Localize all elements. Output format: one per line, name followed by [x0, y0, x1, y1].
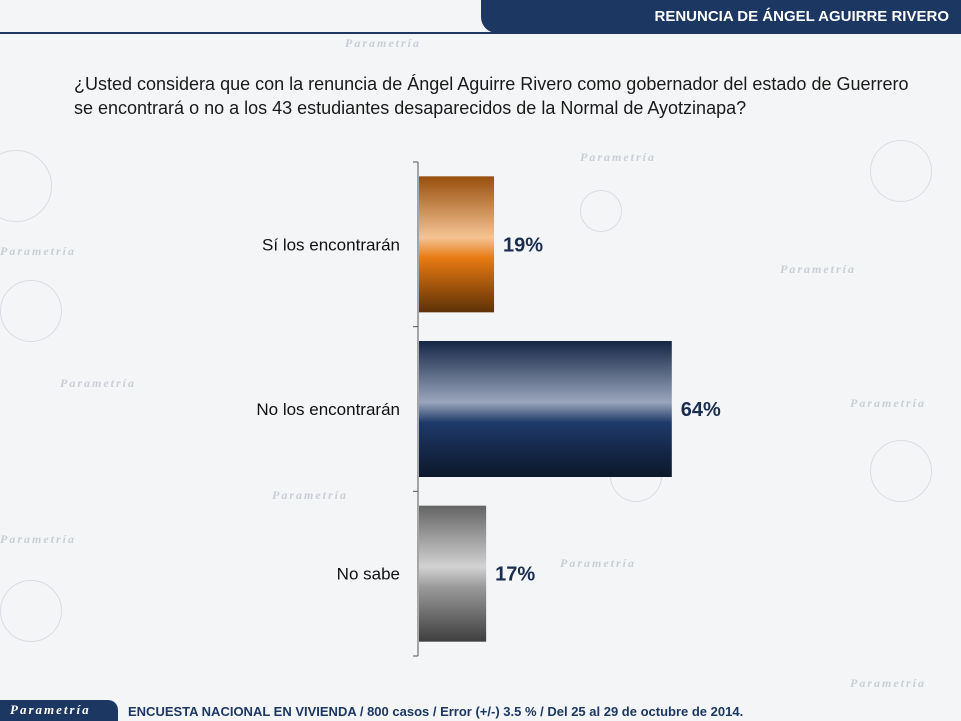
- slide-title: RENUNCIA DE ÁNGEL AGUIRRE RIVERO: [654, 8, 949, 25]
- bar: [419, 176, 495, 313]
- watermark-circle: [870, 140, 932, 202]
- value-label: 19%: [503, 234, 543, 256]
- value-label: 17%: [495, 564, 535, 586]
- category-label: No sabe: [337, 565, 400, 584]
- logo-text: Parametría: [10, 702, 91, 717]
- watermark-circle: [870, 440, 932, 502]
- header-bar: RENUNCIA DE ÁNGEL AGUIRRE RIVERO: [481, 0, 961, 33]
- watermark: Parametría: [580, 150, 656, 164]
- bar: [419, 505, 487, 642]
- header-divider: [0, 32, 961, 34]
- watermark: Parametría: [345, 36, 421, 50]
- watermark: Parametría: [850, 676, 926, 690]
- watermark-circle: [0, 580, 62, 642]
- survey-question: ¿Usted considera que con la renuncia de …: [74, 74, 909, 118]
- category-label: No los encontrarán: [256, 400, 400, 419]
- survey-note: ENCUESTA NACIONAL EN VIVIENDA / 800 caso…: [128, 704, 744, 719]
- watermark-circle: [0, 280, 62, 342]
- watermark: Parametría: [850, 396, 926, 410]
- watermark: Parametría: [780, 262, 856, 276]
- watermark: Parametría: [560, 556, 636, 570]
- bar: [419, 341, 672, 477]
- watermark: Parametría: [272, 488, 348, 502]
- parametria-logo: Parametría: [0, 700, 118, 721]
- watermark: Parametría: [60, 376, 136, 390]
- bar-chart: Sí los encontrarán 19% No los encontrarán 6…: [256, 161, 721, 657]
- category-label: Sí los encontrarán: [262, 235, 400, 254]
- watermark: Parametría: [0, 532, 76, 546]
- value-label: 64%: [681, 399, 721, 421]
- watermark: Parametría: [0, 244, 76, 258]
- watermark-circle: [580, 190, 622, 232]
